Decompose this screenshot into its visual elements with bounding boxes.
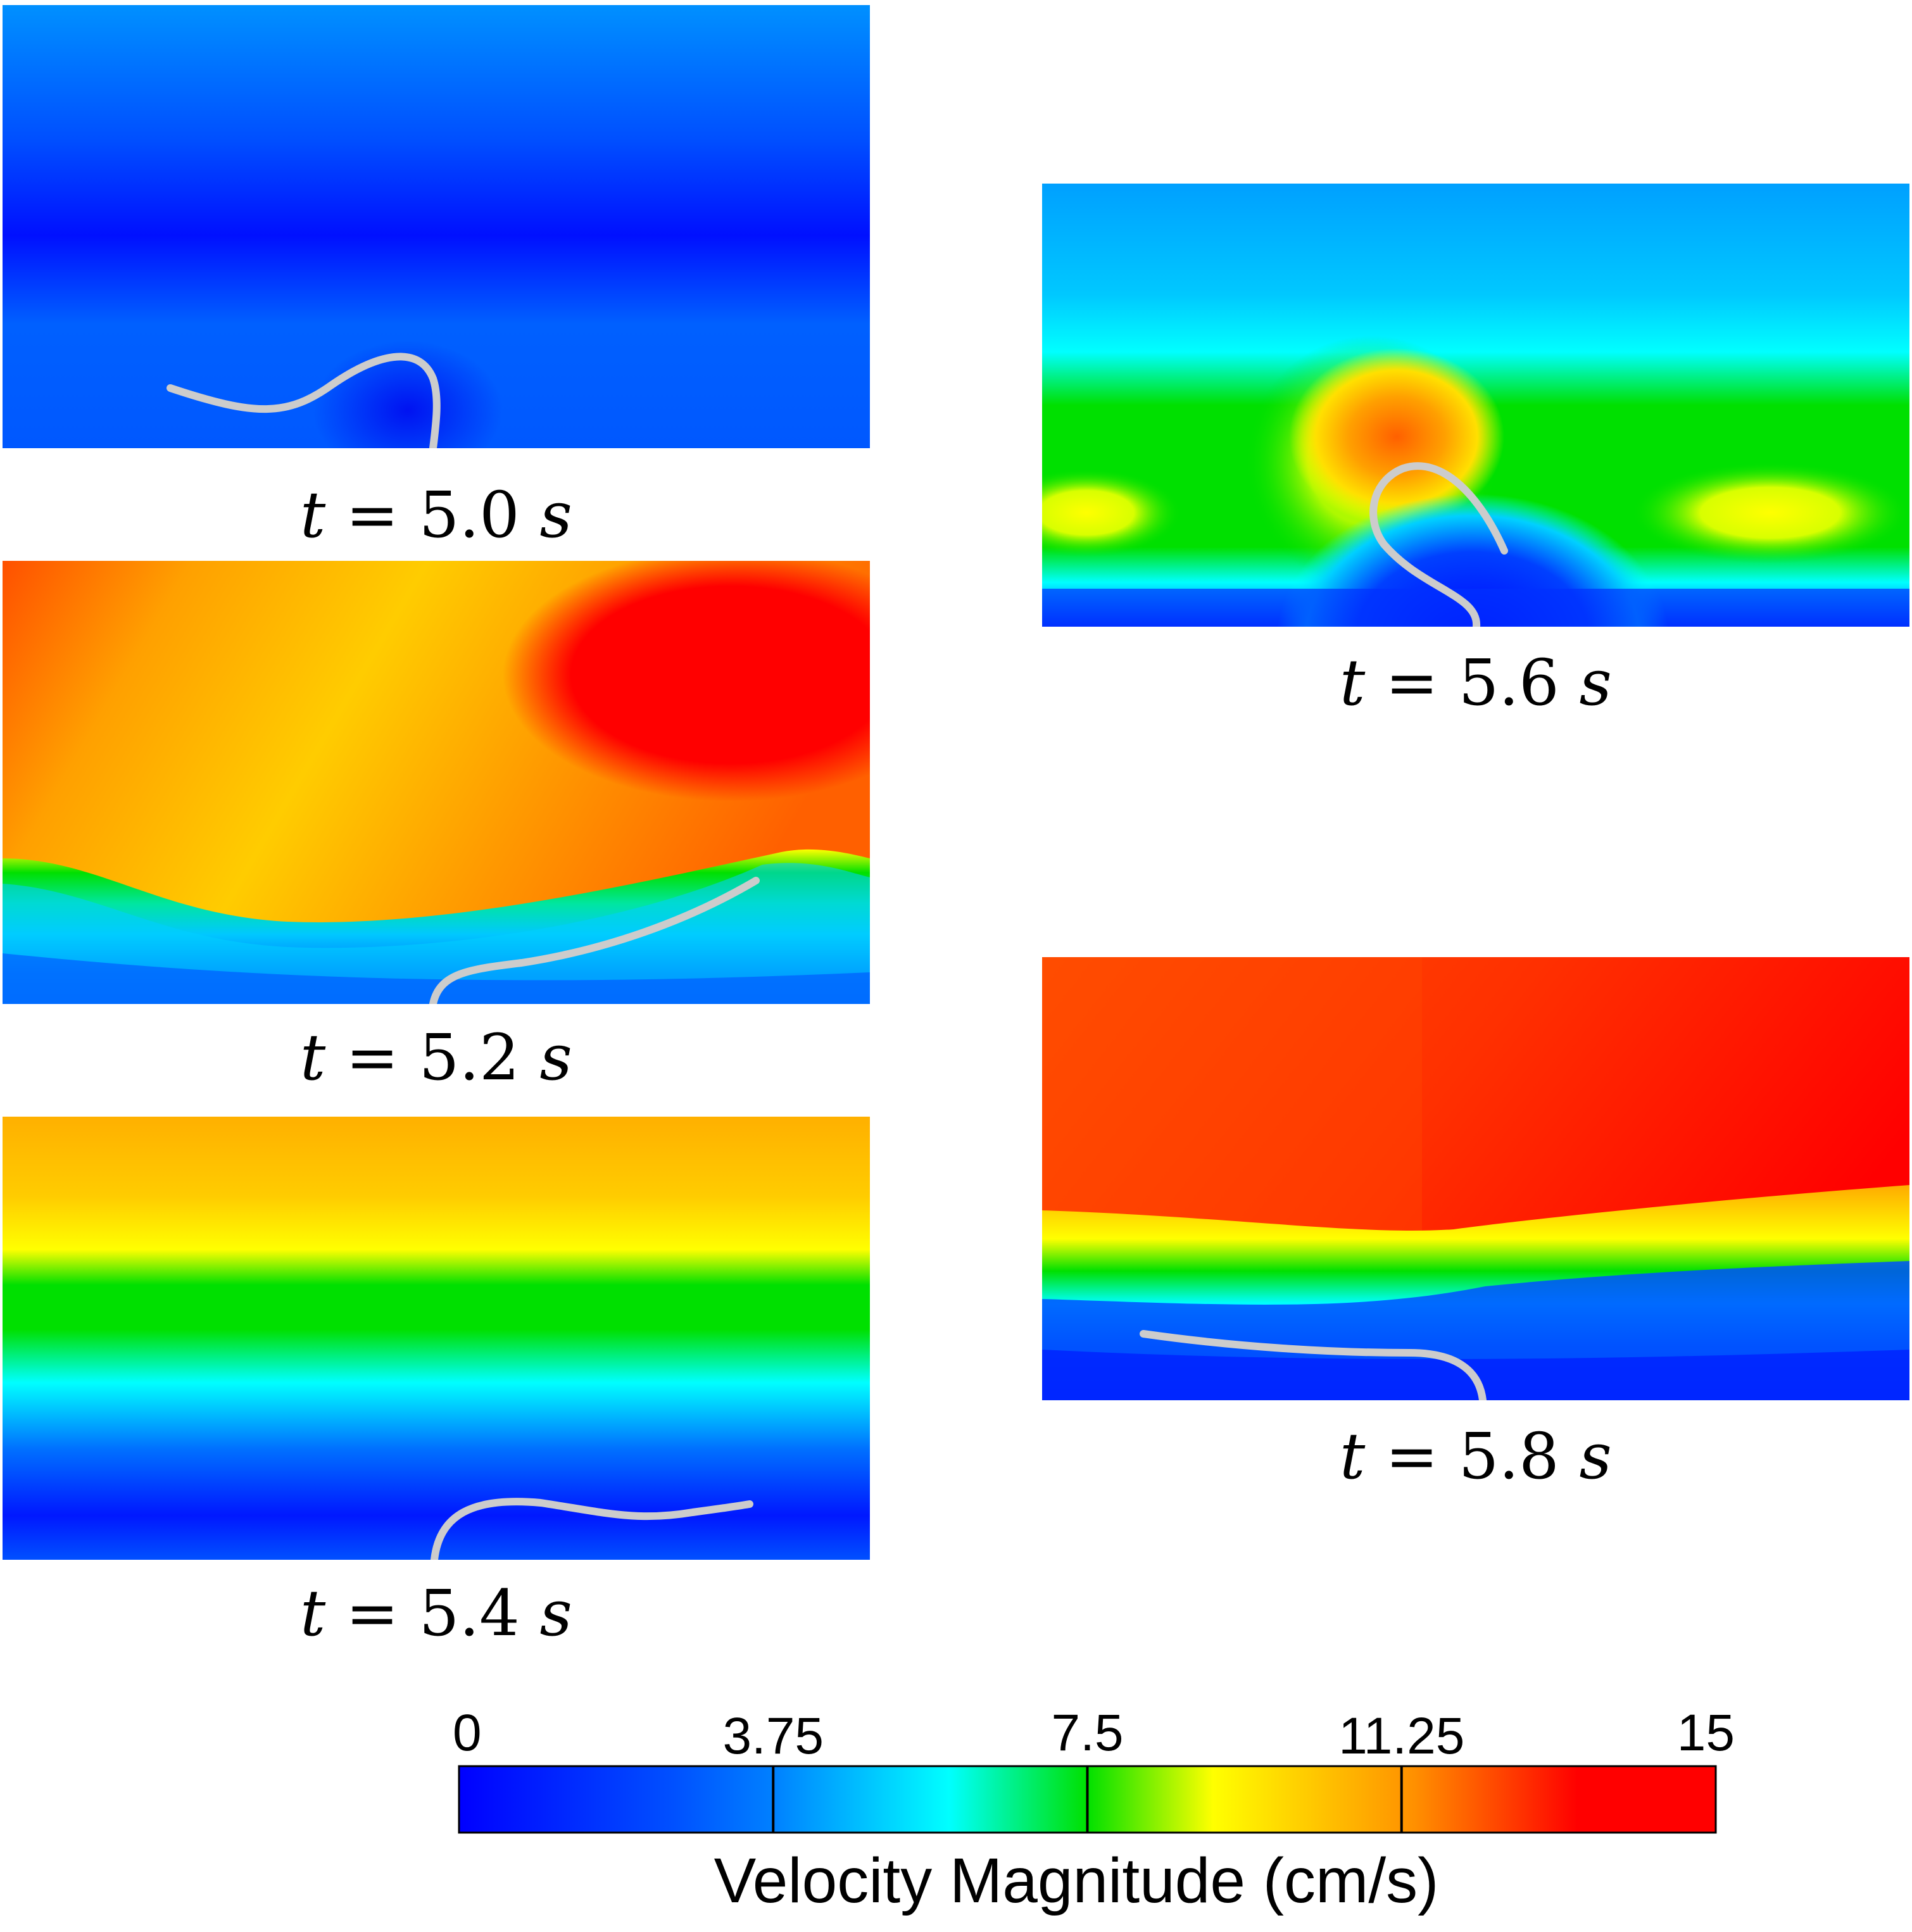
panel-t-5-8 — [1042, 957, 1909, 1400]
caption-t-5-0: t = 5.0 s — [300, 478, 572, 552]
colorbar-gradient — [458, 1765, 1717, 1834]
colorbar-tick-label: 7.5 — [1052, 1704, 1124, 1762]
filament — [1140, 1330, 1487, 1400]
colorbar-tick-label: 0 — [453, 1704, 482, 1762]
colorbar-tick-label: 15 — [1677, 1704, 1735, 1762]
filament — [1369, 462, 1508, 627]
panel-t-5-2 — [3, 561, 870, 1004]
filament — [429, 877, 760, 1004]
caption-t-5-8: t = 5.8 s — [1340, 1419, 1612, 1493]
velocity-field — [3, 1117, 870, 1560]
colorbar-tick-label: 3.75 — [722, 1707, 824, 1765]
colorbar-title: Velocity Magnitude (cm/s) — [714, 1845, 1439, 1916]
caption-t-5-2: t = 5.2 s — [300, 1020, 572, 1095]
filament — [167, 353, 441, 448]
panel-t-5-6 — [1042, 184, 1909, 627]
colorbar-tick-label: 11.25 — [1338, 1707, 1464, 1765]
panel-t-5-4 — [3, 1117, 870, 1560]
colorbar-ticks: 0 3.75 7.5 11.25 15 — [453, 1704, 1735, 1833]
panel-t-5-0 — [3, 5, 870, 448]
caption-t-5-6: t = 5.6 s — [1340, 646, 1612, 720]
filament — [431, 1498, 753, 1560]
caption-t-5-4: t = 5.4 s — [300, 1576, 572, 1650]
